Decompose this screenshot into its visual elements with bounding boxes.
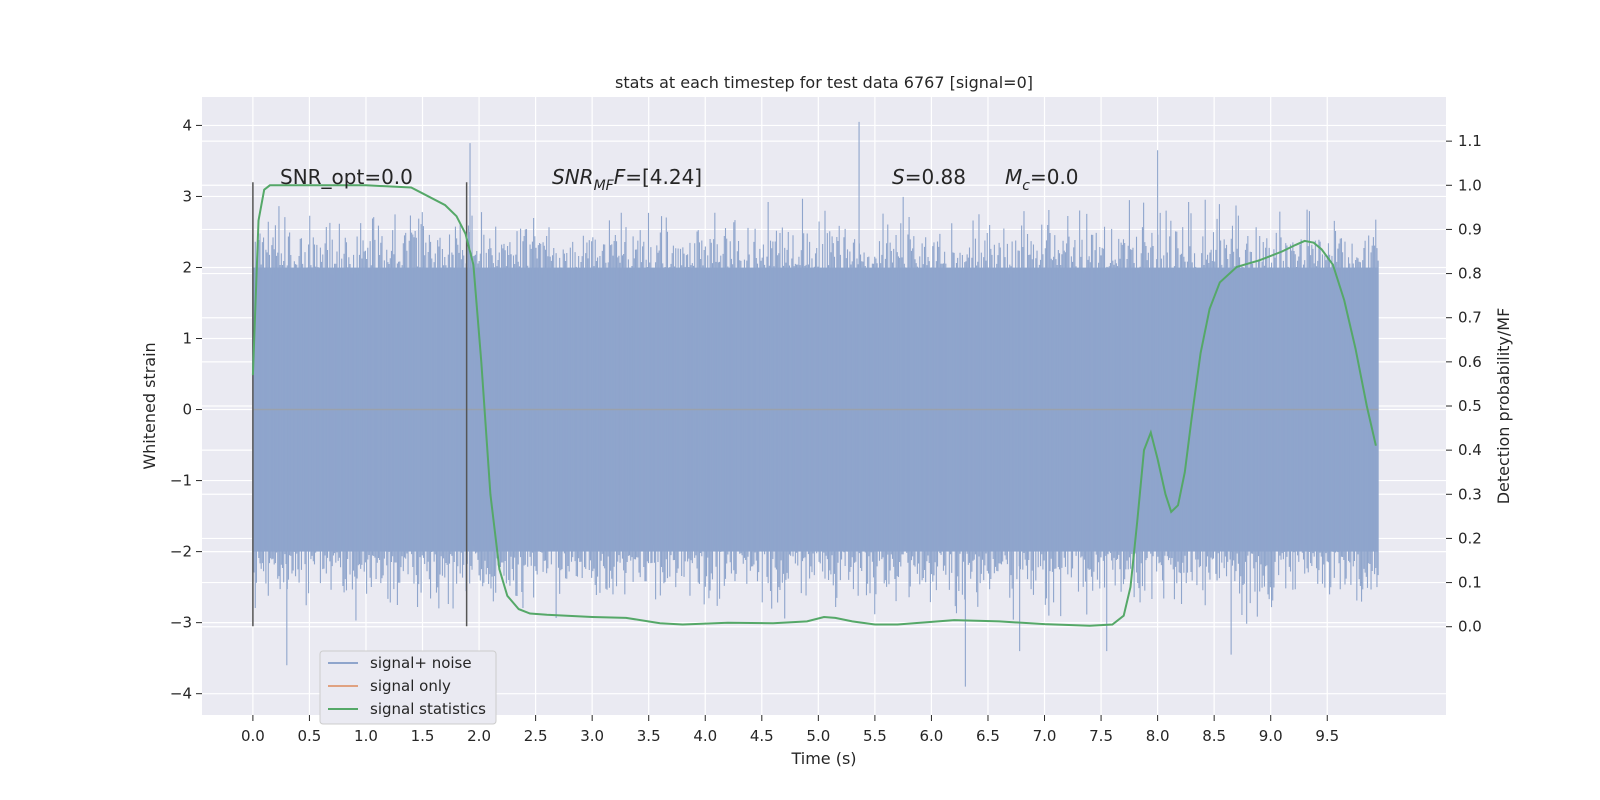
x-tick-label: 4.0 xyxy=(693,727,717,745)
x-tick-label: 2.0 xyxy=(467,727,491,745)
legend-label-noise: signal+ noise xyxy=(370,654,472,672)
y2-tick-label: 1.0 xyxy=(1458,176,1482,194)
annotation-mc: Mc=0.0 xyxy=(1005,165,1079,194)
x-tick-label: 1.0 xyxy=(354,727,378,745)
x-tick-label: 0.0 xyxy=(241,727,265,745)
x-tick-label: 7.0 xyxy=(1033,727,1057,745)
x-tick-label: 3.5 xyxy=(637,727,661,745)
x-tick-label: 6.5 xyxy=(976,727,1000,745)
y-tick-label: −1 xyxy=(170,472,192,490)
x-tick-label: 4.5 xyxy=(750,727,774,745)
y2-tick-label: 1.1 xyxy=(1458,132,1482,150)
y2-axis-title: Detection probability/MF xyxy=(1494,308,1513,505)
annotation-s-main: S xyxy=(892,165,905,189)
annotation-snr-mf: SNRMFF=[4.24] xyxy=(552,165,702,194)
signal-statistics-series xyxy=(251,184,1377,627)
x-tick-label: 3.0 xyxy=(580,727,604,745)
annotation-mc-main: M xyxy=(1005,165,1022,189)
y2-tick-label: 0.8 xyxy=(1458,265,1482,283)
annotation-snr-opt: SNR_opt=0.0 xyxy=(280,165,413,189)
y2-tick-label: 0.4 xyxy=(1458,441,1482,459)
x-tick-label: 9.5 xyxy=(1315,727,1339,745)
annotation-snr-mf-main: SNR xyxy=(552,165,594,189)
y-axis-title: Whitened strain xyxy=(140,342,159,469)
y-tick-label: 4 xyxy=(182,116,192,134)
y-tick-label: −4 xyxy=(170,685,192,703)
y-tick-label: 2 xyxy=(182,258,192,276)
y2-tick-label: 0.3 xyxy=(1458,485,1482,503)
x-tick-label: 0.5 xyxy=(298,727,322,745)
y-tick-label: −3 xyxy=(170,614,192,632)
x-tick-label: 8.0 xyxy=(1146,727,1170,745)
legend-box xyxy=(319,650,497,725)
annotation-s-value: =0.88 xyxy=(905,165,966,189)
y-tick-label: 3 xyxy=(182,187,192,205)
x-tick-label: 6.0 xyxy=(920,727,944,745)
y2-tick-label: 0.1 xyxy=(1458,574,1482,592)
y-tick-label: −2 xyxy=(170,543,192,561)
x-tick-label: 2.5 xyxy=(524,727,548,745)
y-tick-label: 1 xyxy=(182,330,192,348)
x-tick-label: 8.5 xyxy=(1202,727,1226,745)
annotation-mc-sub: c xyxy=(1022,178,1030,194)
y2-tick-label: 0.5 xyxy=(1458,397,1482,415)
annotation-snr-mf-sub: MF xyxy=(594,178,615,194)
chart-title: stats at each timestep for test data 676… xyxy=(615,73,1033,92)
y-axis-ticks: 4 3 2 1 0 −1 −2 −3 −4 xyxy=(170,116,202,703)
y2-tick-label: 0.0 xyxy=(1458,618,1482,636)
legend-label-statistics: signal statistics xyxy=(370,700,486,718)
x-tick-label: 1.5 xyxy=(411,727,435,745)
x-tick-label: 9.0 xyxy=(1259,727,1283,745)
annotation-snr-mf-f: F xyxy=(614,165,626,189)
x-tick-label: 5.5 xyxy=(863,727,887,745)
x-axis-title: Time (s) xyxy=(790,749,856,768)
x-axis-ticks: 0.0 0.5 1.0 1.5 2.0 2.5 3.0 3.5 4.0 4.5 5.0 5.5 6.0 6… xyxy=(241,715,1339,745)
y-tick-label: 0 xyxy=(182,401,192,419)
noise-series xyxy=(252,121,1379,687)
annotation-mc-value: =0.0 xyxy=(1030,165,1079,189)
y2-tick-label: 0.6 xyxy=(1458,353,1482,371)
y2-tick-label: 0.7 xyxy=(1458,309,1482,327)
annotation-snr-mf-value: =[4.24] xyxy=(625,165,702,189)
x-tick-label: 7.5 xyxy=(1089,727,1113,745)
y2-axis-ticks: 1.1 1.0 0.9 0.8 0.7 0.6 0.5 0.4 0.3 0.2 0.1 0.0 xyxy=(1446,132,1482,636)
marker-lines xyxy=(252,182,468,627)
legend: signal+ noise signal only signal statist… xyxy=(319,650,497,725)
y2-tick-label: 0.9 xyxy=(1458,220,1482,238)
y2-tick-label: 0.2 xyxy=(1458,529,1482,547)
legend-label-signal-only: signal only xyxy=(370,677,451,695)
annotation-s: S=0.88 xyxy=(892,165,966,189)
x-tick-label: 5.0 xyxy=(806,727,830,745)
